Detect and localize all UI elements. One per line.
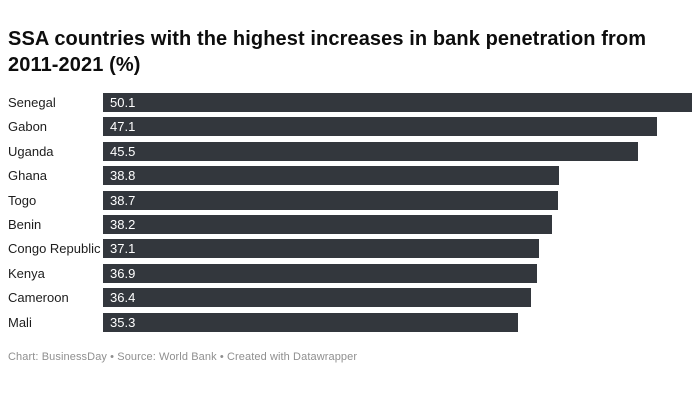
bar-track: 38.2	[103, 214, 692, 234]
bar-row: Ghana 38.8	[8, 166, 692, 186]
bar-track: 37.1	[103, 239, 692, 259]
value-label: 36.9	[110, 265, 136, 281]
country-label: Benin	[8, 216, 42, 232]
bar-track: 36.9	[103, 263, 692, 283]
bar: 36.9	[103, 263, 537, 283]
country-label: Kenya	[8, 265, 45, 281]
bar-row: Mali 35.3	[8, 312, 692, 332]
bar-track: 38.8	[103, 166, 692, 186]
value-label: 45.5	[110, 143, 136, 159]
bar: 38.8	[103, 166, 560, 186]
country-label: Senegal	[8, 95, 56, 110]
bar-row: Kenya 36.9	[8, 263, 692, 283]
bar-row: Uganda 45.5	[8, 141, 692, 161]
country-label: Ghana	[8, 168, 48, 184]
bar-row: Togo 38.7	[8, 190, 692, 210]
bar-track: 50.1	[103, 93, 692, 112]
bar: 50.1	[103, 93, 692, 112]
bar: 38.2	[103, 214, 553, 234]
value-label: 38.8	[110, 168, 136, 184]
bar-row: Gabon 47.1	[8, 117, 692, 137]
bar: 38.7	[103, 190, 558, 210]
country-label: Mali	[8, 314, 32, 330]
value-label: 50.1	[110, 95, 136, 110]
bar: 47.1	[103, 117, 657, 137]
country-label: Congo Republic	[8, 241, 101, 257]
bar-row: Cameroon 36.4	[8, 288, 692, 308]
value-label: 37.1	[110, 241, 136, 257]
value-label: 38.2	[110, 216, 136, 232]
country-label: Uganda	[8, 143, 54, 159]
country-label: Togo	[8, 192, 37, 208]
chart-footer-credits: Chart: BusinessDay • Source: World Bank …	[8, 350, 358, 363]
value-label: 35.3	[110, 314, 136, 330]
bar-row: Senegal 50.1	[8, 93, 692, 112]
chart-title: SSA countries with the highest increases…	[8, 28, 647, 76]
bar-plot-area: Senegal 50.1 Gabon 47.1 Uganda 45.5 Ghana 38.8 T…	[8, 93, 692, 332]
bar-track: 35.3	[103, 312, 692, 332]
bar: 45.5	[103, 141, 638, 161]
bar: 35.3	[103, 312, 518, 332]
country-label: Gabon	[8, 119, 48, 135]
bar-track: 47.1	[103, 117, 692, 137]
bar: 36.4	[103, 288, 531, 308]
value-label: 38.7	[110, 192, 136, 208]
value-label: 36.4	[110, 290, 136, 306]
bar: 37.1	[103, 239, 540, 259]
value-label: 47.1	[110, 119, 136, 135]
country-label: Cameroon	[8, 290, 69, 306]
bar-row: Benin 38.2	[8, 214, 692, 234]
bar-row: Congo Republic 37.1	[8, 239, 692, 259]
bar-track: 38.7	[103, 190, 692, 210]
bar-track: 36.4	[103, 288, 692, 308]
bar-track: 45.5	[103, 141, 692, 161]
